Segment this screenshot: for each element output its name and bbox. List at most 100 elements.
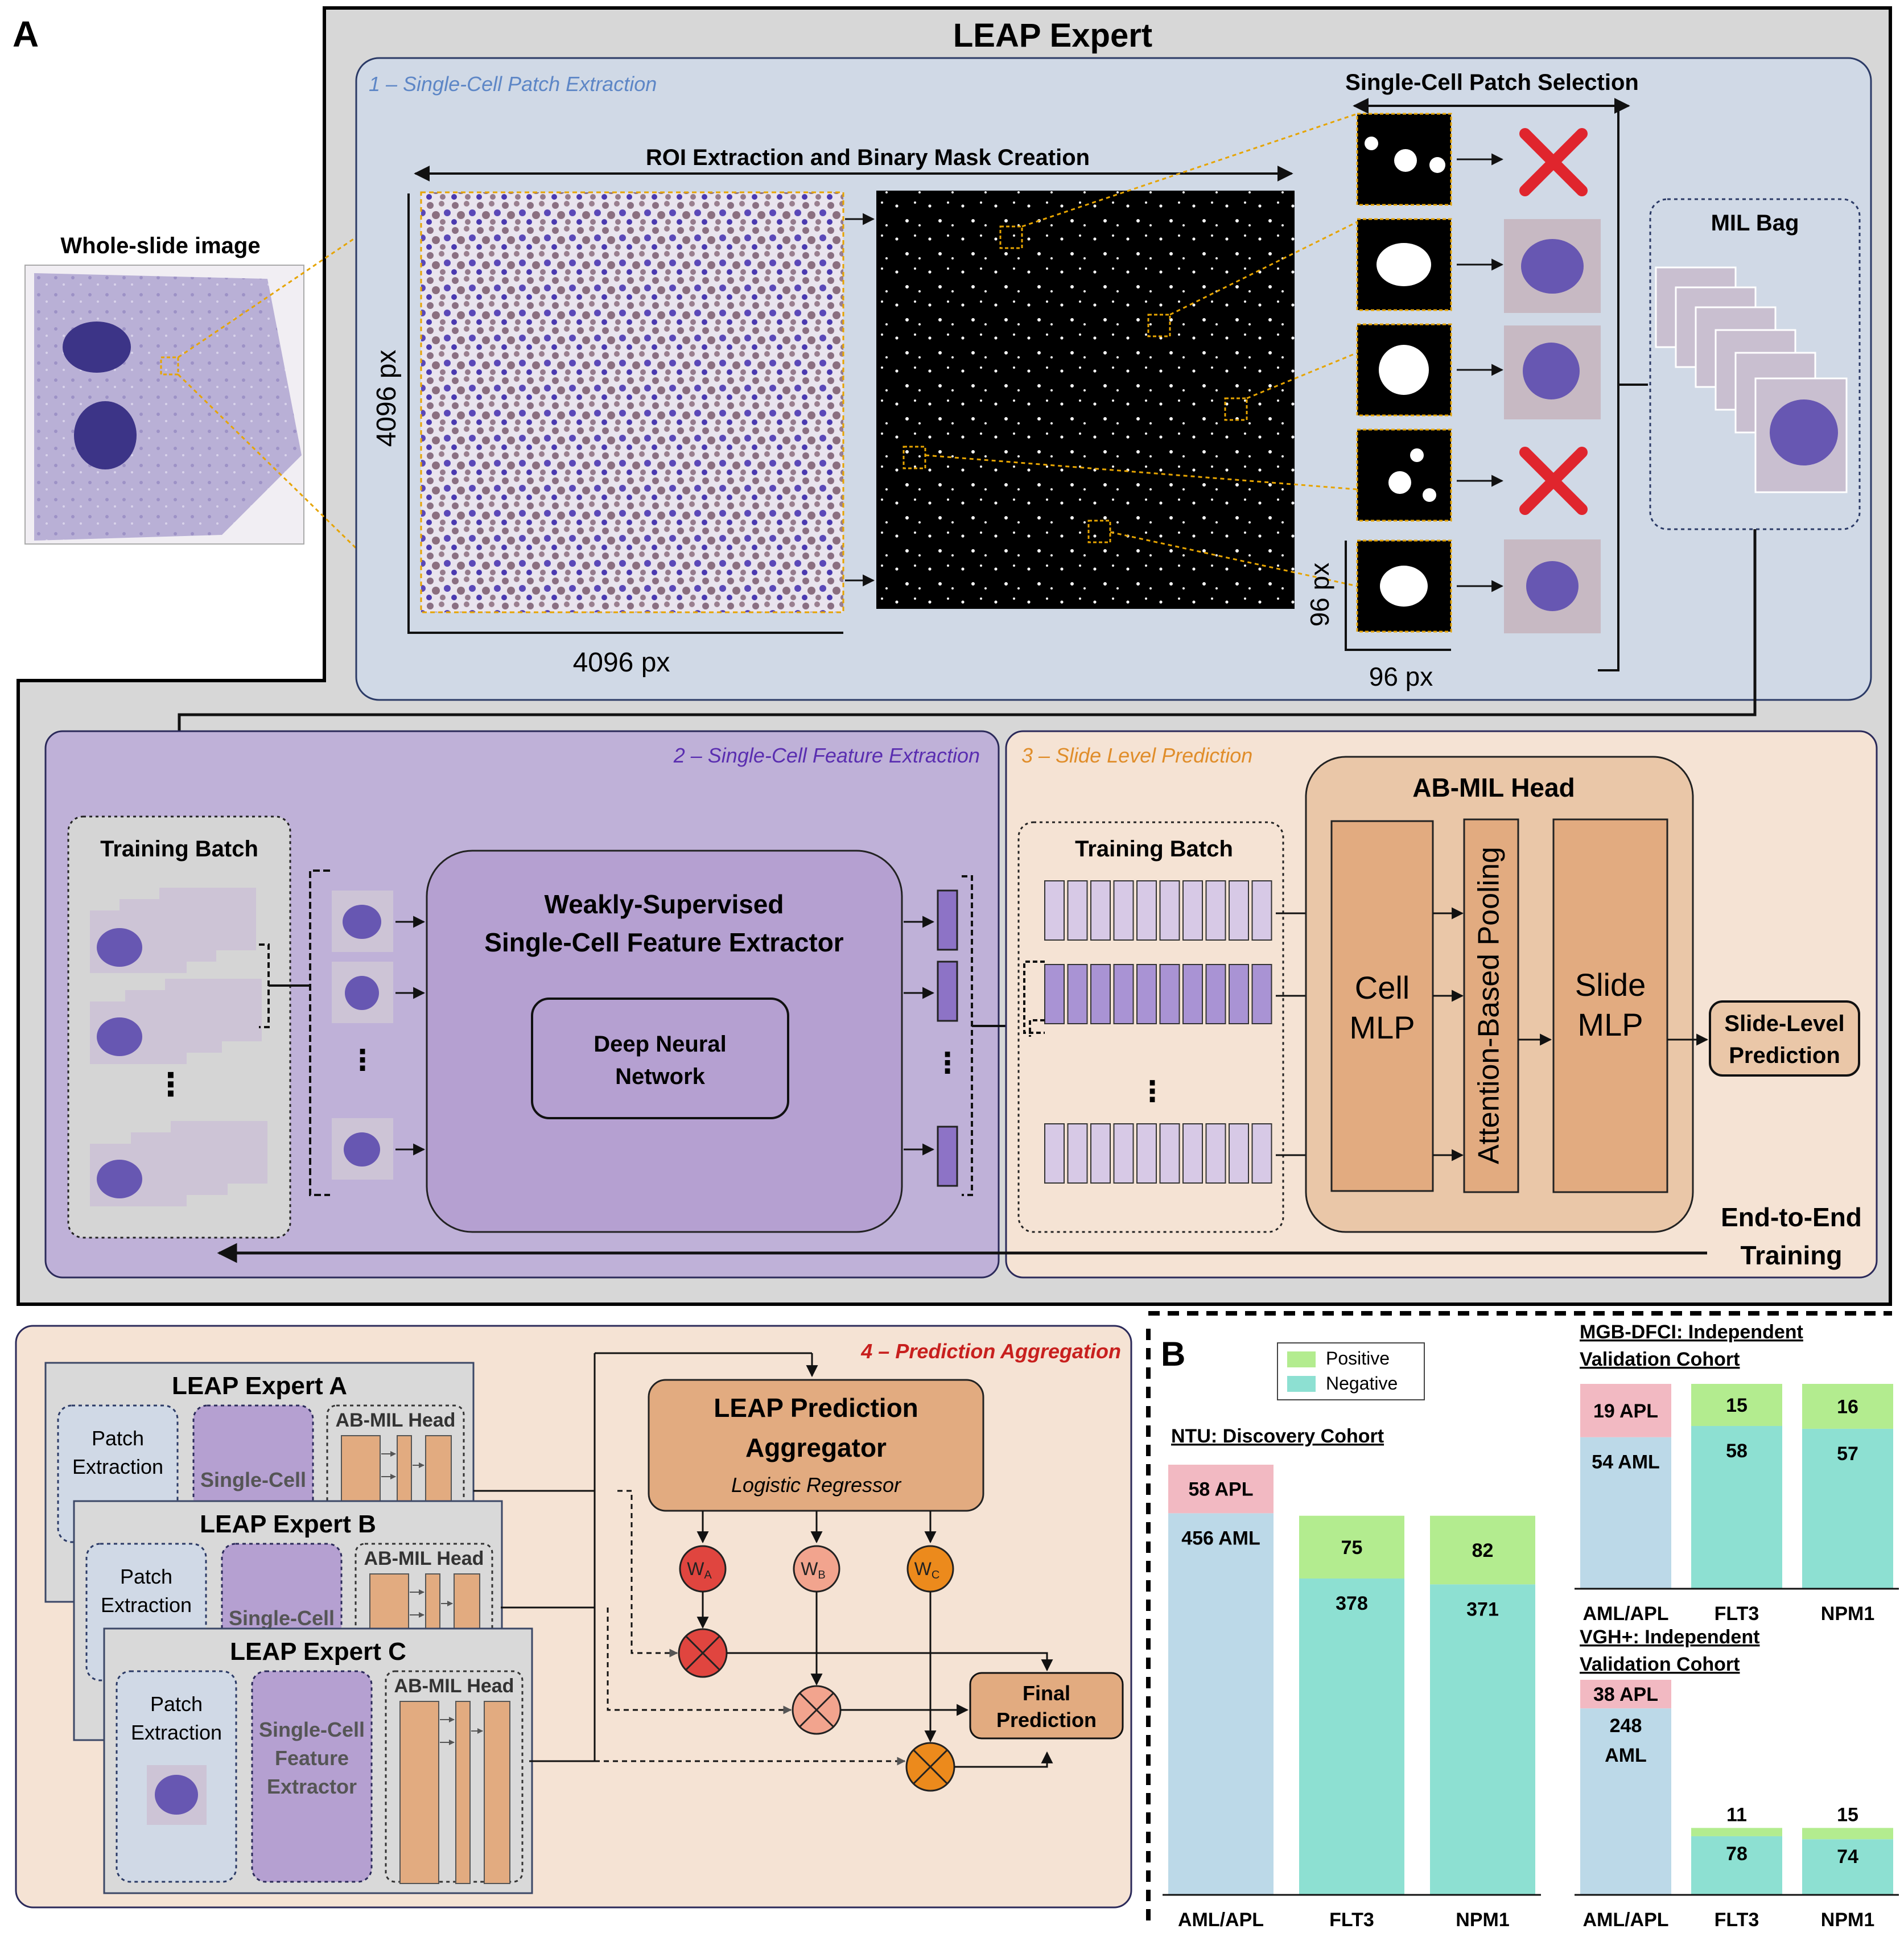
- attention-pooling-box: [1463, 818, 1519, 1193]
- weight-node-a: WA: [679, 1545, 727, 1593]
- patch-label-2: Extraction: [131, 1721, 222, 1744]
- embedding-cell: [1090, 1123, 1111, 1184]
- svg-text:⋮: ⋮: [348, 1044, 377, 1076]
- bar-label-negative: 456 AML: [1181, 1527, 1260, 1549]
- embedding-cell: [1182, 1123, 1203, 1184]
- embedding-cell: [1090, 880, 1111, 941]
- category-label: AML/APL: [1582, 1909, 1668, 1931]
- legend-negative-swatch: [1287, 1376, 1316, 1392]
- embedding-cell: [1205, 964, 1226, 1024]
- category-label: AML/APL: [1178, 1909, 1264, 1931]
- bar-label-negative: 378: [1336, 1593, 1368, 1614]
- bar-label-positive: 19 APL: [1593, 1400, 1658, 1422]
- slide-level-prediction-box: [1709, 1000, 1860, 1077]
- extractor-line2: Single-Cell Feature Extractor: [484, 928, 843, 957]
- category-label: FLT3: [1715, 1603, 1759, 1625]
- category-label: NPM1: [1821, 1603, 1874, 1625]
- reject-icon: [1519, 128, 1588, 196]
- embedding-cell: [1159, 964, 1180, 1024]
- wsi-roi-box: [160, 356, 179, 376]
- embedding-cell: [1044, 964, 1065, 1024]
- chart-ntu: NTU: Discovery Cohort 456 AML 58 APL AML/AP…: [1163, 1425, 1541, 1931]
- training-batch-label-2: Training Batch: [100, 836, 258, 862]
- sc-label: Single-Cell: [200, 1468, 306, 1491]
- bar-negative: [1299, 1578, 1404, 1895]
- expert-name: LEAP Expert B: [200, 1510, 376, 1538]
- slide-pred-line1: Slide-Level: [1724, 1011, 1844, 1036]
- bar-negative: [1580, 1437, 1671, 1589]
- stage2-title: 2 – Single-Cell Feature Extraction: [673, 744, 980, 767]
- bar-label-negative: 54 AML: [1592, 1452, 1660, 1473]
- mask-box: [1224, 397, 1248, 421]
- aggregator-line1: LEAP Prediction: [714, 1393, 918, 1423]
- extractor-line1: Weakly-Supervised: [544, 889, 784, 919]
- e2e-line2: Training: [1741, 1240, 1843, 1270]
- aggregator-sub: Logistic Regressor: [731, 1473, 902, 1497]
- legend-positive-swatch: [1287, 1351, 1316, 1367]
- category-label: AML/APL: [1582, 1603, 1668, 1625]
- patch-row-2: [1356, 218, 1601, 313]
- weight-node-c: WC: [906, 1545, 954, 1593]
- patch-row-5: [1356, 539, 1601, 633]
- patch-row-4: [1356, 428, 1588, 522]
- svg-text:⋮: ⋮: [1138, 1075, 1167, 1107]
- mil-bag-stack: [1655, 266, 1848, 493]
- bar-positive: [1299, 1515, 1404, 1579]
- expert-card-c: LEAP Expert C Patch Extraction Single-Cell F…: [103, 1627, 533, 1894]
- bar-positive: [1430, 1515, 1535, 1585]
- embedding-cell: [1113, 964, 1134, 1024]
- patch-dim-x: 96 px: [1369, 662, 1433, 691]
- embedding-cell: [1090, 964, 1111, 1024]
- patch-row-1: [1356, 113, 1588, 206]
- single-cell-box: [251, 1670, 373, 1883]
- sc-label-2: Feature: [275, 1746, 349, 1770]
- ellipsis: ⋮: [155, 1066, 187, 1102]
- embedding-cell: [1251, 1123, 1272, 1184]
- bar-negative: [1580, 1708, 1671, 1895]
- slide-mlp-line1: Slide: [1575, 967, 1646, 1003]
- bar-label-negative-2: AML: [1605, 1745, 1647, 1766]
- final-line1: Final: [1023, 1681, 1070, 1705]
- cell-mlp-box: [1330, 820, 1434, 1192]
- bar-label-positive: 15: [1726, 1395, 1748, 1416]
- embedding-cell: [1159, 880, 1180, 941]
- chart-title-1: MGB-DFCI: Independent: [1580, 1321, 1803, 1343]
- embedding-cell: [1182, 964, 1203, 1024]
- bar-label-positive: 82: [1472, 1540, 1494, 1561]
- cell-mlp-line2: MLP: [1349, 1009, 1415, 1045]
- embedding-cell: [1251, 880, 1272, 941]
- embedding-cell: [1113, 880, 1134, 941]
- patch-label-2: Extraction: [72, 1455, 163, 1478]
- roi-dim-x: 4096 px: [573, 648, 670, 678]
- mask-box: [902, 446, 926, 469]
- category-label: FLT3: [1329, 1909, 1374, 1931]
- embedding-cell: [1136, 964, 1157, 1024]
- training-batch-label-3: Training Batch: [1075, 836, 1233, 862]
- aggregator-line2: Aggregator: [745, 1433, 887, 1462]
- chart-title: NTU: Discovery Cohort: [1171, 1425, 1384, 1447]
- wsi-label: Whole-slide image: [60, 233, 260, 258]
- final-line2: Prediction: [996, 1708, 1097, 1732]
- weight-nodes: WA WB WC: [679, 1545, 954, 1593]
- embedding-cell: [1251, 964, 1272, 1024]
- bar-label-negative: 57: [1837, 1443, 1858, 1465]
- cell-mlp-line1: Cell: [1355, 970, 1410, 1005]
- bar-label-negative: 58: [1726, 1440, 1748, 1462]
- chart-mgb: MGB-DFCI: Independent Validation Cohort 54…: [1575, 1321, 1899, 1625]
- bar-negative: [1691, 1425, 1782, 1589]
- embedding-cell: [1159, 1123, 1180, 1184]
- embedding-cell: [1229, 1123, 1249, 1184]
- bar-label-negative: 74: [1837, 1846, 1858, 1868]
- svg-text:WC: WC: [914, 1559, 940, 1581]
- expert-name: LEAP Expert A: [172, 1372, 347, 1400]
- wsi-dense-region: [63, 322, 131, 373]
- bar-label-positive: 38 APL: [1593, 1684, 1658, 1705]
- training-batch-stacks: ⋮: [90, 888, 267, 1206]
- slide-mlp-line2: MLP: [1577, 1007, 1643, 1042]
- roi-image: [420, 191, 844, 613]
- bar-label-positive: 58 APL: [1188, 1479, 1253, 1501]
- sc-patch-column: ⋮: [332, 891, 393, 1180]
- head-label: AB-MIL Head: [336, 1409, 456, 1431]
- patch-label-1: Patch: [120, 1565, 172, 1588]
- head-label: AB-MIL Head: [364, 1548, 484, 1569]
